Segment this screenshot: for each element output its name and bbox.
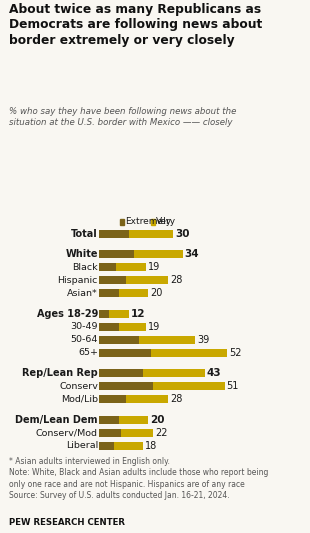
Text: Total: Total [71,229,98,239]
Text: Black: Black [72,263,98,272]
Bar [151,349,227,357]
Text: Hispanic: Hispanic [58,276,98,285]
Text: * Asian adults interviewed in English only.
Note: White, Black and Asian adults : * Asian adults interviewed in English on… [9,457,269,500]
Bar [99,382,153,390]
Text: 18: 18 [145,441,158,451]
Text: Conserv/Mod: Conserv/Mod [36,428,98,437]
Bar [99,276,126,284]
Text: 28: 28 [170,394,182,405]
Bar [144,369,205,377]
Bar [99,263,117,271]
Bar [99,230,129,238]
Bar [153,382,224,390]
Bar [99,395,126,403]
Bar [126,276,168,284]
Bar [99,429,121,437]
Bar [119,323,146,330]
Text: % who say they have been following news about the
situation at the U.S. border w: % who say they have been following news … [9,107,237,127]
Bar [99,349,151,357]
Bar [126,395,168,403]
Text: Mod/Lib: Mod/Lib [61,395,98,404]
Bar [99,310,109,318]
Bar [129,230,173,238]
Text: 19: 19 [148,262,160,272]
Text: 19: 19 [148,322,160,332]
Text: Rep/Lean Rep: Rep/Lean Rep [22,368,98,378]
Text: 50-64: 50-64 [71,335,98,344]
Text: About twice as many Republicans as
Democrats are following news about
border ext: About twice as many Republicans as Democ… [9,3,263,47]
Bar [114,442,144,450]
Text: PEW RESEARCH CENTER: PEW RESEARCH CENTER [9,518,125,527]
Bar [99,250,134,258]
Text: 22: 22 [155,428,168,438]
Text: 30: 30 [175,229,189,239]
Bar [120,219,124,225]
Text: Extremely: Extremely [125,217,171,227]
Text: Conserv: Conserv [59,382,98,391]
Text: 39: 39 [197,335,209,345]
Bar [121,429,153,437]
Text: 20: 20 [150,415,165,425]
Bar [99,416,119,424]
Text: 52: 52 [229,348,241,358]
Text: 34: 34 [185,249,199,259]
Text: 65+: 65+ [78,349,98,358]
Bar [119,289,148,297]
Bar [99,336,139,344]
Bar [109,310,129,318]
Bar [119,416,148,424]
Bar [139,336,195,344]
Text: 12: 12 [131,309,145,319]
Text: Dem/Lean Dem: Dem/Lean Dem [16,415,98,425]
Bar [99,323,119,330]
Bar [99,442,114,450]
Bar [151,219,154,225]
Text: Asian*: Asian* [67,289,98,298]
Text: 30-49: 30-49 [70,322,98,331]
Bar [99,369,144,377]
Bar [99,289,119,297]
Text: Liberal: Liberal [66,441,98,450]
Text: Very: Very [156,217,176,227]
Text: 43: 43 [207,368,222,378]
Text: 51: 51 [227,381,239,391]
Bar [134,250,183,258]
Text: 20: 20 [150,288,163,298]
Text: Ages 18-29: Ages 18-29 [37,309,98,319]
Text: 28: 28 [170,275,182,285]
Bar [117,263,146,271]
Text: White: White [65,249,98,259]
